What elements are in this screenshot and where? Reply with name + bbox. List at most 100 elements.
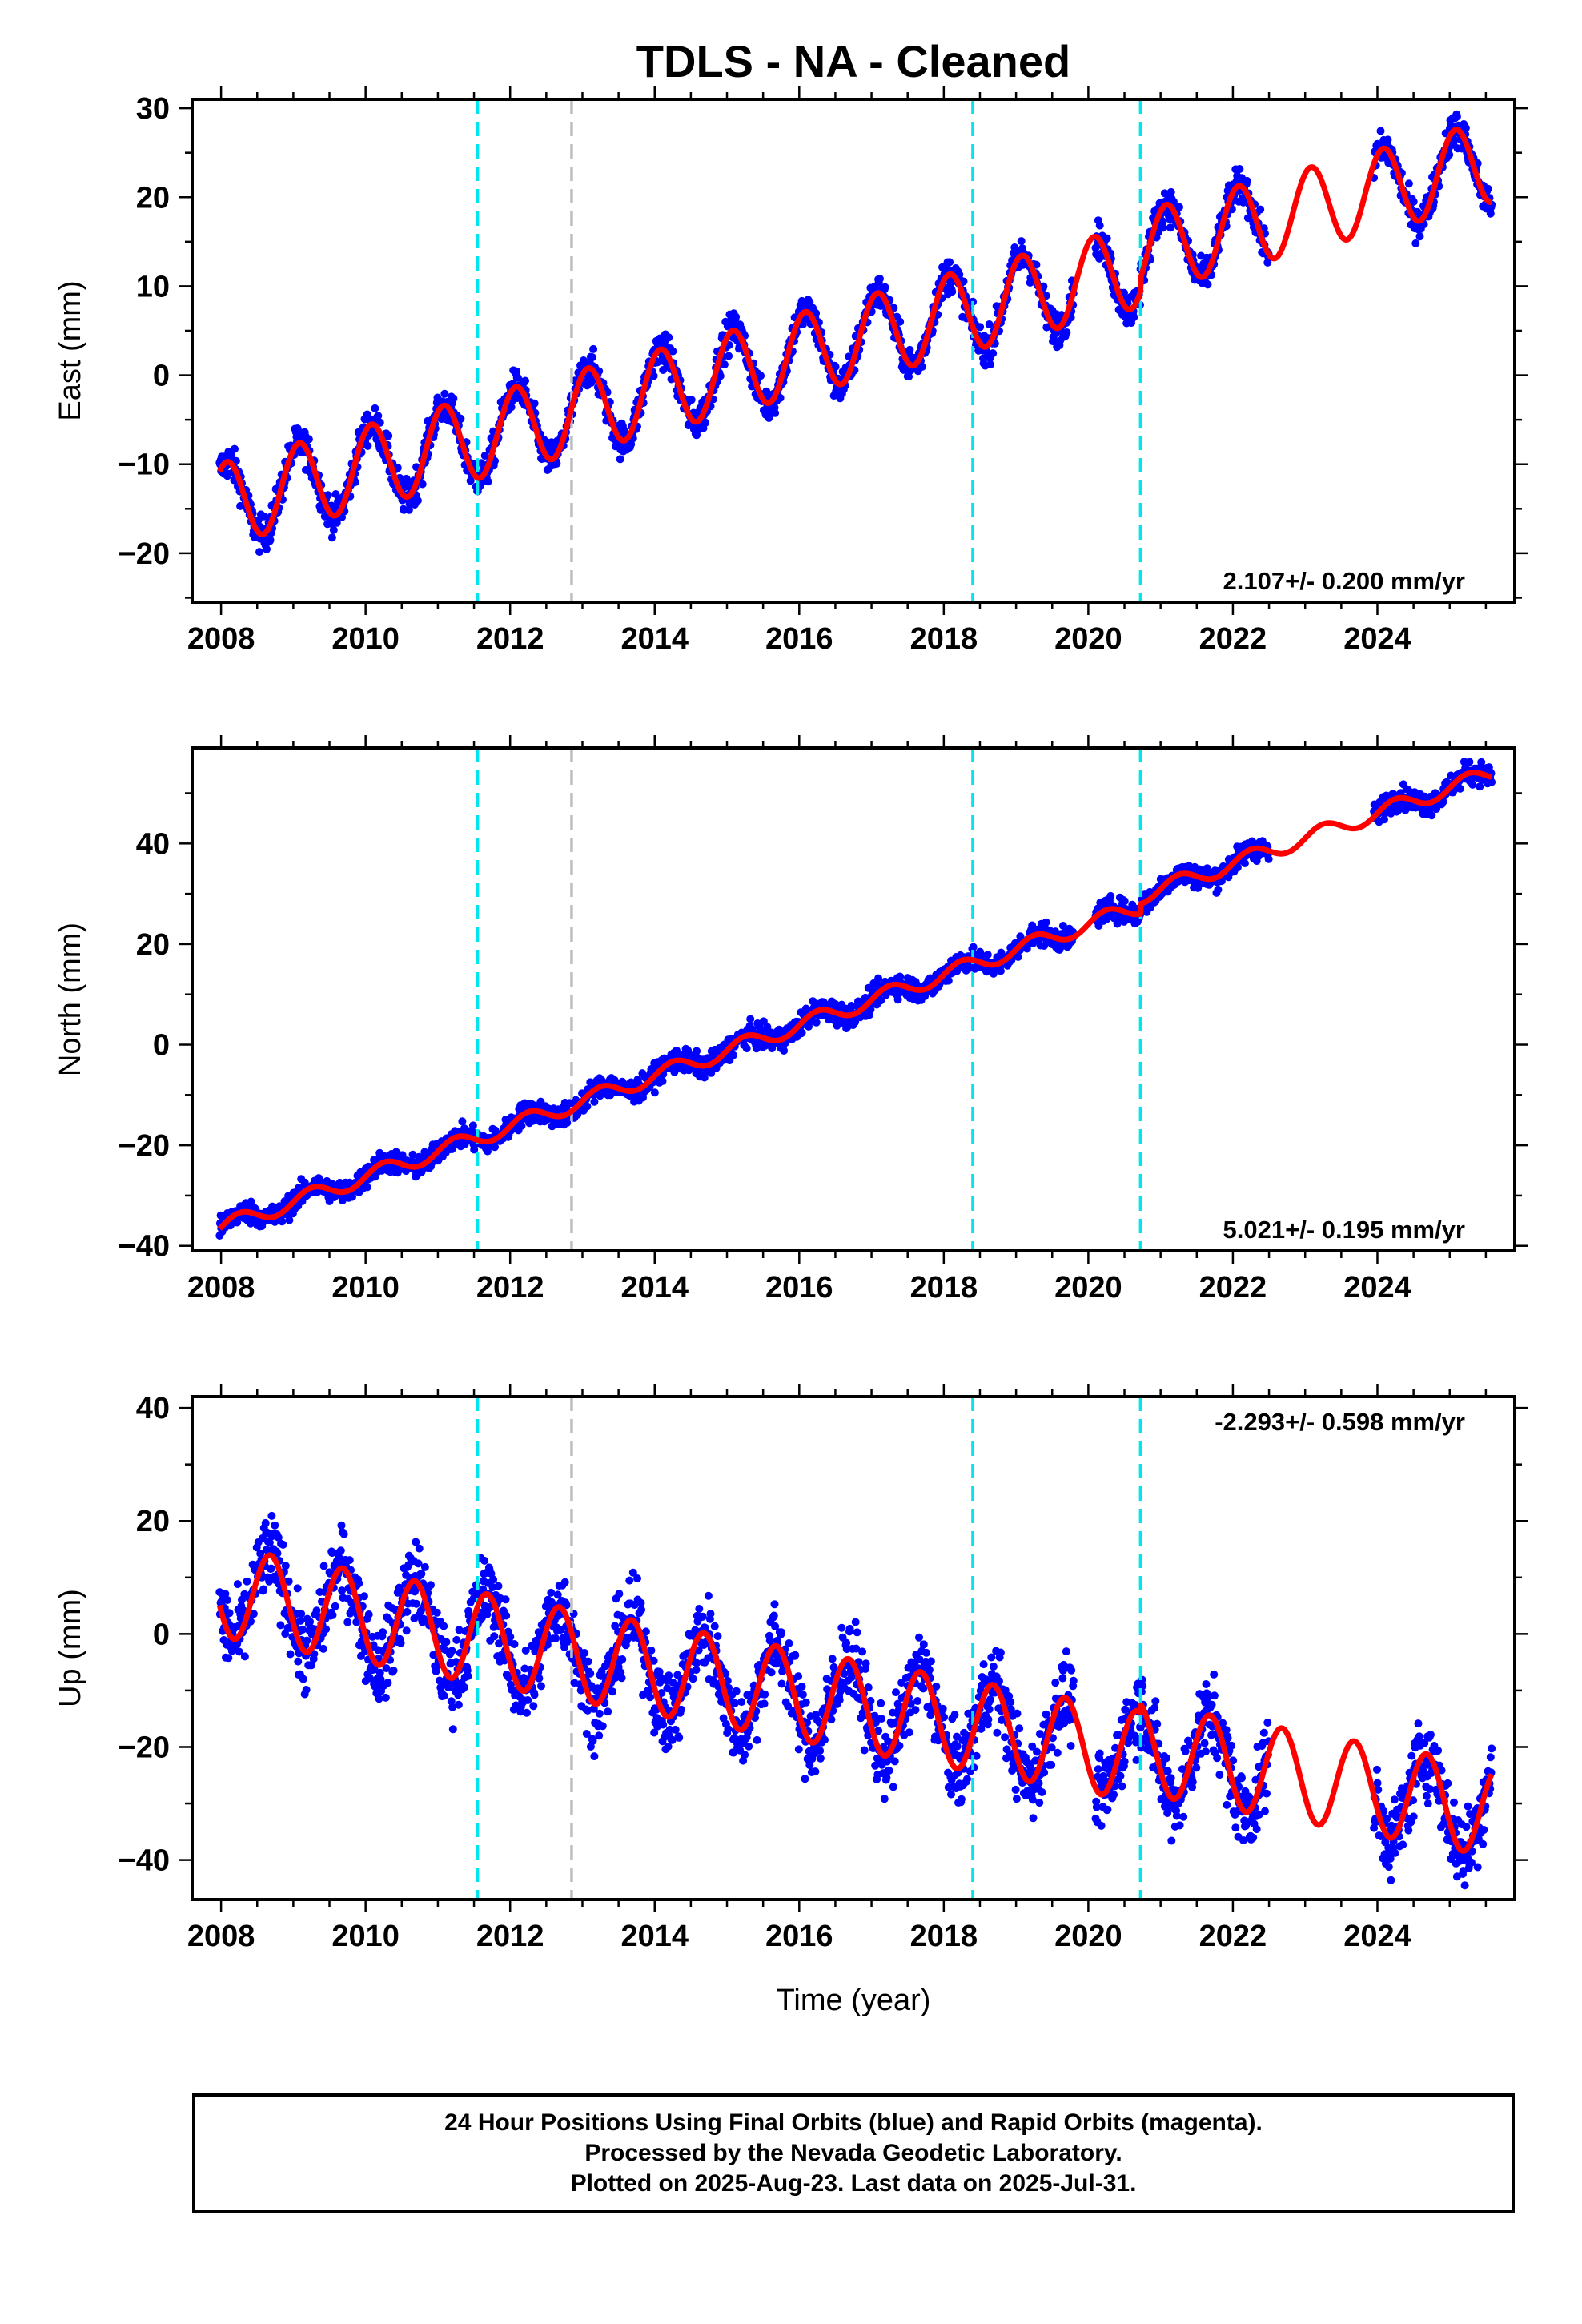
observation-point (267, 1511, 276, 1520)
x-tick-label: 2008 (187, 1271, 255, 1305)
x-tick-label: 2022 (1199, 622, 1267, 656)
x-tick-label: 2012 (476, 622, 544, 656)
observation-point (363, 1183, 371, 1192)
observation-point (278, 1217, 287, 1226)
x-tick-label: 2018 (910, 622, 978, 656)
observation-point (261, 1518, 270, 1527)
x-tick-label: 2012 (476, 1271, 544, 1305)
observation-point (627, 440, 636, 448)
observation-point (986, 360, 994, 369)
x-tick-label: 2020 (1054, 1271, 1122, 1305)
observation-point (590, 1097, 599, 1106)
observation-point (665, 333, 673, 342)
observation-point (905, 372, 913, 381)
observation-point (285, 1216, 294, 1224)
x-tick-label: 2010 (331, 622, 400, 656)
observation-point (1465, 758, 1474, 766)
observation-point (521, 376, 529, 385)
observation-point (267, 1564, 275, 1573)
x-tick-label: 2024 (1343, 1271, 1411, 1305)
observation-point (323, 491, 332, 500)
y-tick-label: 20 (136, 928, 170, 962)
observation-point (725, 352, 733, 360)
x-tick-label: 2024 (1343, 622, 1411, 656)
observation-point (1106, 891, 1115, 900)
observation-point (331, 1602, 339, 1610)
observation-point (583, 1102, 592, 1111)
observation-point (650, 1088, 659, 1097)
observation-point (345, 1556, 354, 1565)
observation-point (337, 1521, 346, 1530)
y-tick-label: 20 (136, 181, 170, 215)
observation-point (484, 477, 492, 486)
observation-point (1488, 778, 1496, 786)
observation-point (1102, 234, 1111, 243)
observation-point (805, 298, 814, 307)
observation-point (669, 347, 677, 356)
x-tick-label: 2022 (1199, 1271, 1267, 1305)
observation-point (552, 459, 561, 468)
observation-point (1175, 203, 1183, 211)
observation-point (293, 1584, 302, 1593)
observation-point (1214, 885, 1223, 894)
observation-point (771, 408, 780, 417)
observation-point (780, 1047, 789, 1055)
y-tick-label: −20 (118, 1129, 170, 1163)
observation-point (1383, 135, 1392, 144)
observation-point (701, 418, 710, 427)
observation-point (1159, 223, 1167, 232)
observation-point (294, 1657, 303, 1666)
y-tick-label: 10 (136, 270, 170, 304)
observation-point (530, 399, 539, 408)
observation-point (716, 372, 725, 380)
observation-point (319, 1562, 328, 1570)
observation-point (812, 1018, 821, 1027)
y-axis-title: North (mm) (54, 923, 87, 1076)
observation-point (281, 1562, 290, 1570)
y-tick-label: 40 (136, 827, 170, 861)
observation-point (976, 323, 985, 332)
observation-point (1411, 239, 1420, 247)
observation-point (985, 320, 994, 328)
observation-point (1415, 232, 1424, 241)
observation-point (1409, 197, 1418, 206)
east-panel: 2008 2010 2012 2014 2016 2018 2020 2022 2024−20−… (54, 86, 1528, 656)
observation-point (876, 275, 884, 283)
up-panel: 2008 2010 2012 2014 2016 2018 2020 2022 2024−40−… (54, 1384, 1528, 1953)
observation-point (296, 1616, 305, 1625)
observation-point (983, 951, 992, 959)
observation-point (517, 1121, 526, 1130)
observation-point (339, 1530, 348, 1538)
observation-point (374, 412, 383, 420)
observation-point (225, 1609, 234, 1618)
observation-point (1461, 123, 1470, 132)
observation-point (946, 258, 954, 267)
observation-point (659, 366, 668, 374)
observation-point (259, 1585, 268, 1594)
observation-point (266, 536, 275, 545)
observation-point (375, 1695, 383, 1703)
observation-point (355, 1579, 363, 1588)
observation-point (687, 396, 696, 404)
observation-point (322, 1625, 331, 1634)
observation-point (757, 372, 765, 380)
observation-point (1042, 918, 1050, 927)
observation-point (240, 1652, 249, 1661)
x-tick-label: 2008 (187, 622, 255, 656)
observation-point (989, 349, 998, 358)
observation-point (328, 1610, 337, 1619)
observation-point (359, 1592, 368, 1601)
observation-point (286, 1650, 295, 1659)
observation-point (363, 441, 372, 450)
observation-point (1404, 179, 1413, 188)
y-tick-label: 0 (153, 360, 170, 393)
observation-point (263, 545, 271, 553)
observation-point (742, 1044, 751, 1053)
x-tick-label: 2010 (331, 1271, 400, 1305)
observation-point (297, 1610, 306, 1618)
y-tick-label: −10 (118, 448, 170, 482)
observation-point (1130, 312, 1138, 321)
observation-point (917, 362, 926, 371)
observation-point (276, 1621, 285, 1630)
